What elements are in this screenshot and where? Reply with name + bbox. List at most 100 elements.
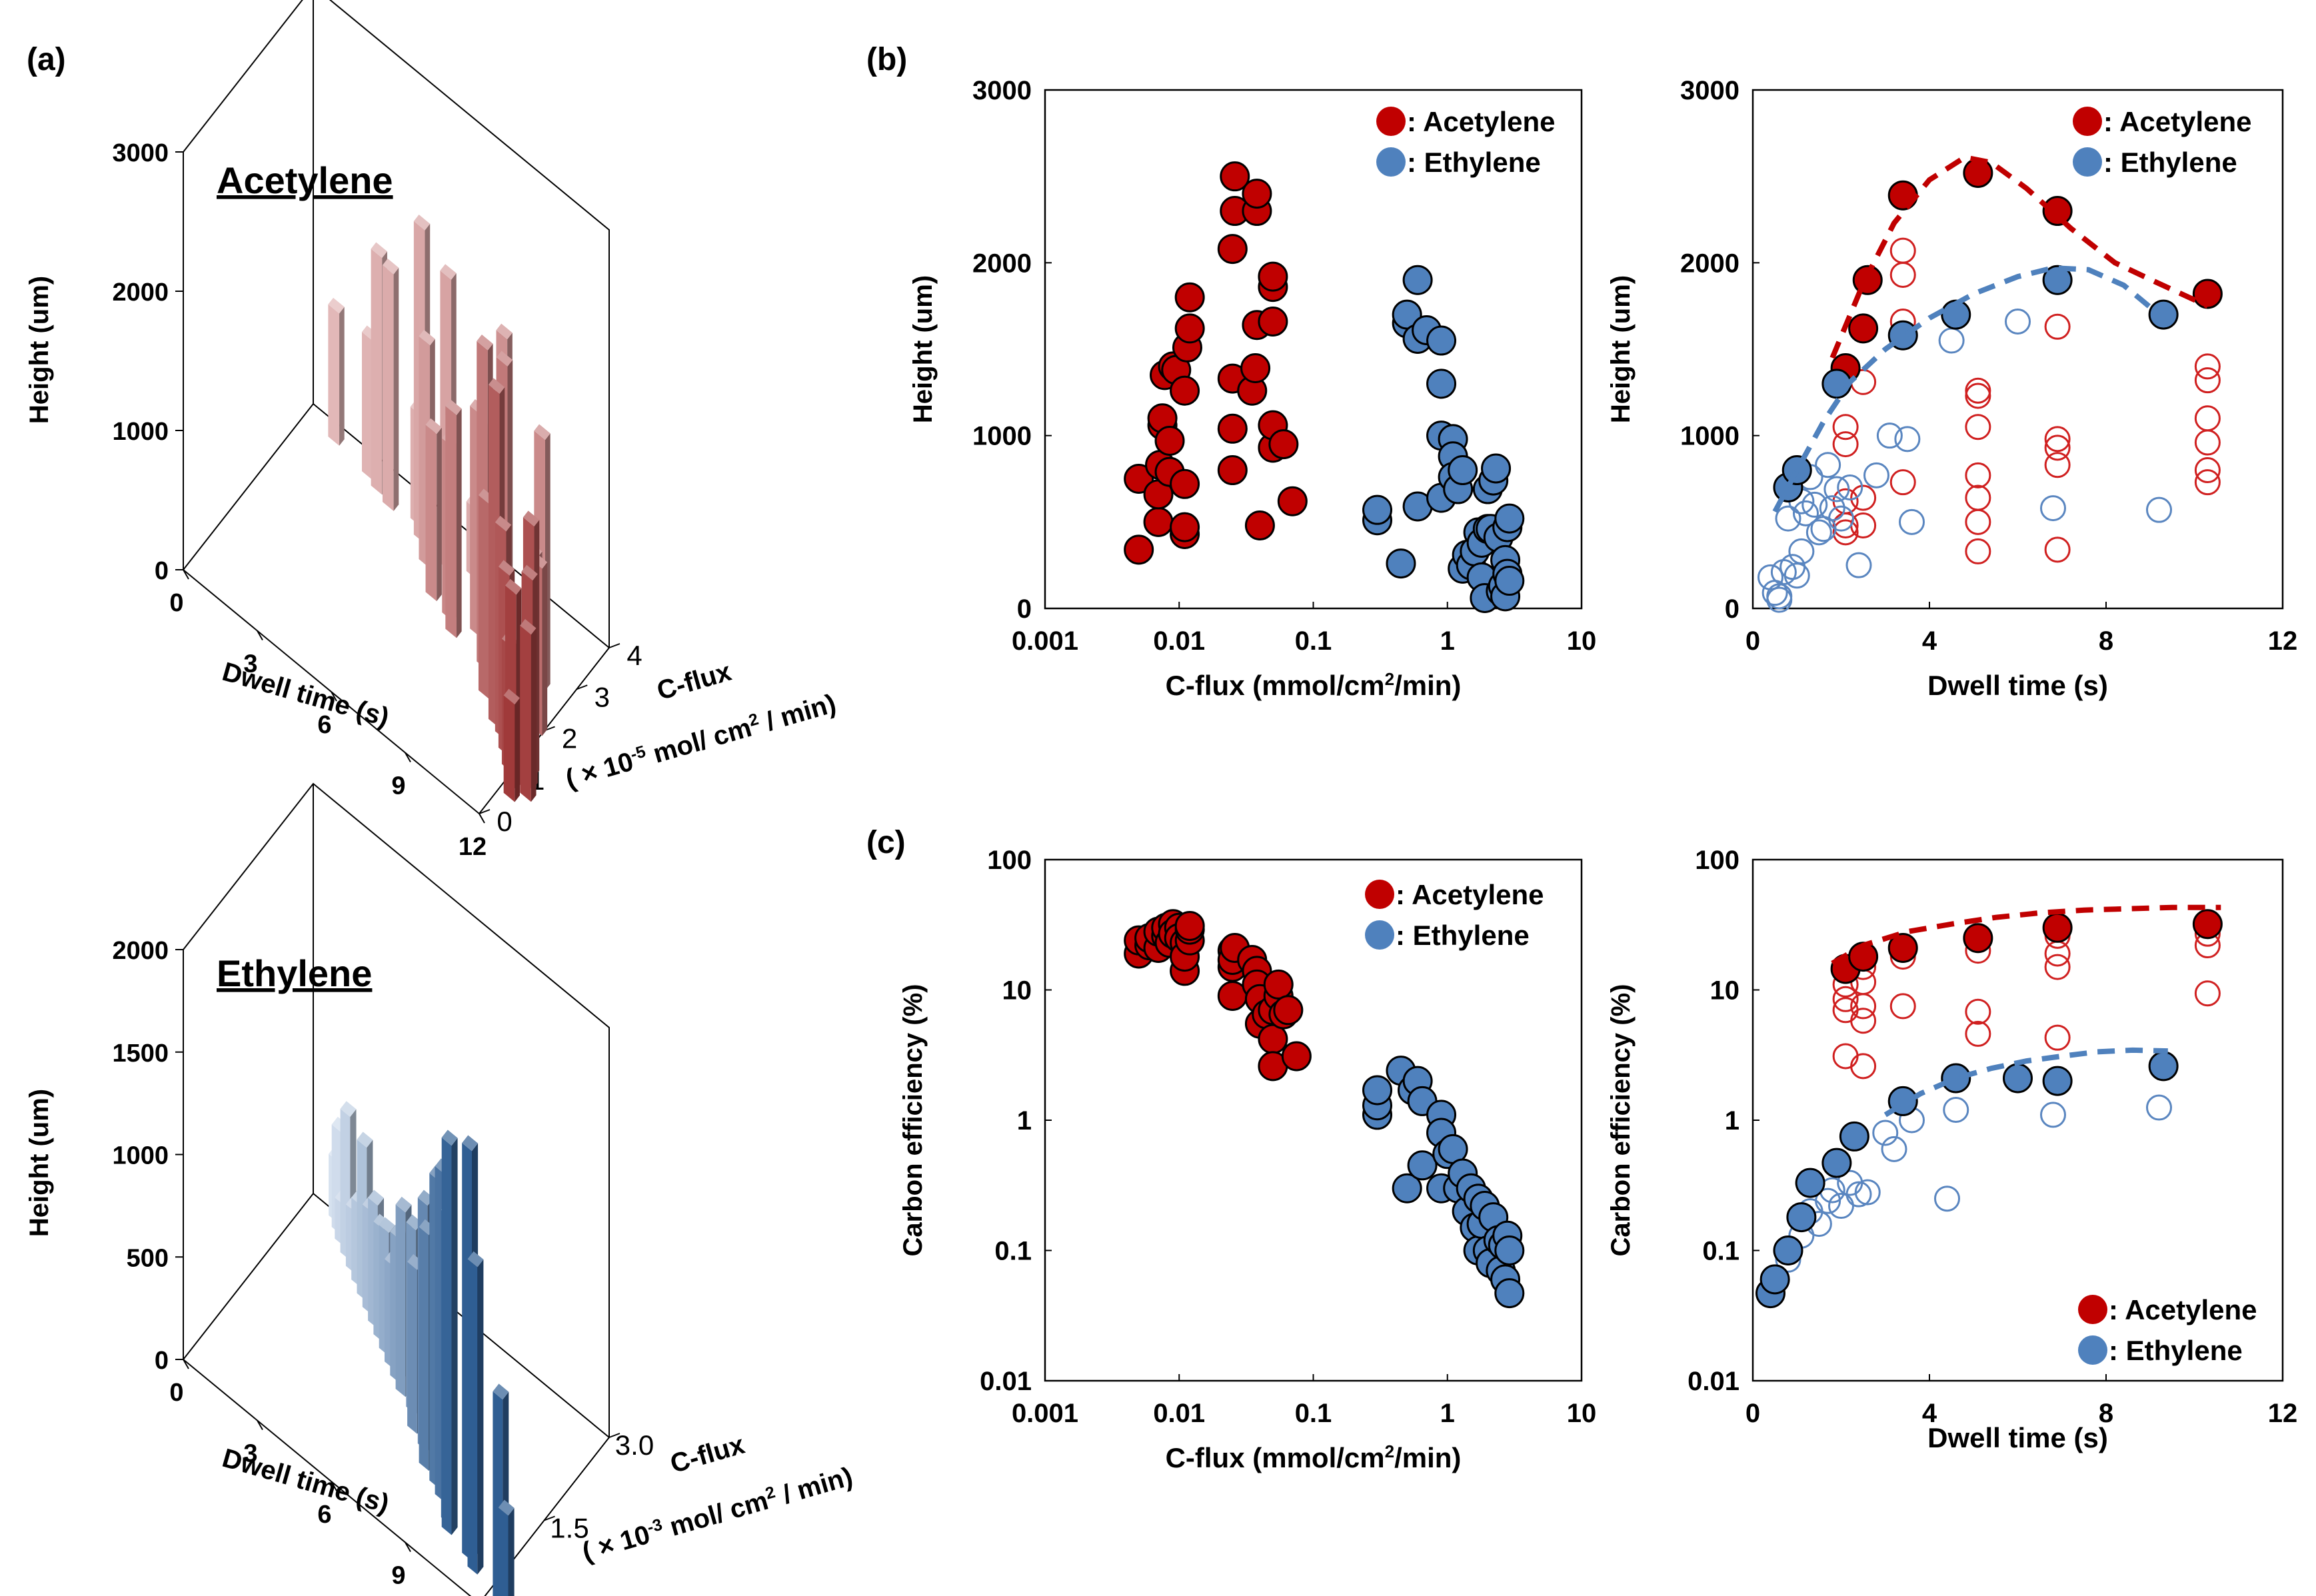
data-point-ethylene-max [2042,1066,2073,1096]
y-tick-label: 0 [1725,594,1739,624]
data-point-acetylene [2044,434,2071,461]
data-point-acetylene [1832,986,1859,1012]
y-tick-label: 0 [155,1347,169,1375]
bar-3d [441,1130,458,1535]
bar-side-face [531,628,537,802]
data-point-ethylene [1362,494,1393,525]
data-point-acetylene [1965,998,1991,1025]
x-tick-label: 0 [169,1379,183,1407]
data-point-ethylene [1392,1173,1422,1203]
data-point-ethylene-max [2148,299,2179,330]
data-point-ethylene [1402,265,1433,295]
bar-top-face [445,399,462,415]
x-tick-label: 3 [243,650,257,678]
bar-front-face [371,249,383,495]
data-point-acetylene-max [1887,933,1918,964]
z-tick-mark [479,809,491,814]
data-point-acetylene [1242,179,1272,209]
y-tick-label: 1000 [112,1142,169,1170]
data-point-ethylene [1845,1181,1872,1207]
y-tick-label: 3000 [112,139,169,167]
y-tick-label: 0 [155,557,169,585]
z-tick-label: 1.5 [550,1513,588,1544]
x-tick-mark [257,1420,263,1430]
z-tick-label: 3 [594,681,610,712]
panel-label-c: (c) [866,825,906,860]
data-point-acetylene [1965,538,1991,564]
legend-label-acetylene: : Acetylene [2103,106,2252,137]
data-point-ethylene [1481,453,1512,484]
legend-marker-acetylene [1365,880,1394,909]
data-point-ethylene [2040,1102,2066,1128]
data-point-acetylene [1281,1041,1312,1072]
x-axis-title: Dwell time (s) [1927,1422,2108,1453]
y-axis-title: Carbon efficiency (%) [898,984,928,1257]
legend-marker-ethylene [2073,147,2102,177]
z-tick-label: 4 [626,640,642,671]
data-point-ethylene-max [1786,1202,1817,1233]
data-point-acetylene [1832,997,1859,1024]
bar-top-face [382,259,399,275]
data-point-acetylene [2044,426,2071,452]
data-point-ethylene [1823,476,1850,502]
chart-c-efficiency-vs-dwell: 0 4 8 12 0.01 0.1 1 10 100 Dwell time (s) Carbon e… [1606,846,2297,1453]
data-point-ethylene [1407,1150,1438,1181]
data-point-ethylene [1757,564,1783,590]
bar-top-face [413,215,431,231]
bar-top-face [498,1499,515,1516]
bar-top-face [488,378,505,394]
data-point-ethylene [1872,1120,1899,1146]
data-point-ethylene [1494,503,1525,534]
data-point-acetylene [1263,969,1294,1000]
data-point-acetylene [1258,307,1288,337]
data-point-ethylene [1815,452,1841,478]
data-point-ethylene [1943,1097,1969,1124]
chart-b-height-vs-flux: 0.001 0.01 0.1 1 10 0 1000 2000 3000 C-flux (mmol… [908,76,1596,701]
data-point-ethylene [1854,1179,1881,1205]
data-point-acetylene [1965,484,1991,511]
data-point-ethylene [1837,474,1863,500]
y-tick-label: 2000 [972,249,1032,278]
bar-front-face [441,1138,452,1535]
chart-title: Ethylene [217,952,372,994]
bar-top-face [425,418,442,434]
data-point-ethylene-max [2042,265,2073,295]
x-tick-label: 12 [2268,626,2298,656]
y-tick-label: 1 [1017,1106,1032,1136]
data-point-ethylene [1899,508,1925,535]
data-point-acetylene [1170,512,1200,542]
bar-top-face [357,1132,373,1148]
data-point-ethylene [1938,327,1965,354]
data-point-acetylene [2044,313,2071,340]
bar-front-face [445,406,457,638]
bar-front-face [395,1204,406,1397]
data-point-acetylene [1268,429,1299,460]
data-point-ethylene [1426,369,1457,399]
x-tick-label: 1 [1440,626,1455,656]
data-point-acetylene [1889,237,1916,264]
data-point-acetylene [1217,413,1248,444]
bar-3d [520,618,537,802]
data-point-acetylene [2194,367,2221,394]
data-point-ethylene [1426,325,1457,356]
legend-marker-ethylene [1376,147,1406,177]
data-point-ethylene [1876,422,1903,449]
data-point-ethylene-max [1759,1264,1790,1295]
y-tick-label: 2000 [1680,249,1739,278]
y-tick-label: 1 [1725,1106,1739,1136]
data-point-acetylene-max [2042,912,2073,943]
x-tick-label: 12 [2268,1399,2298,1428]
data-point-acetylene-max [2192,909,2223,940]
fit-curve-blue [1772,265,2161,513]
bar-front-face [328,304,340,446]
bar-top-face [462,1135,479,1152]
x-tick-label: 0 [169,589,183,617]
chart-title: Acetylene [217,159,393,201]
y-tick-label: 1500 [112,1040,169,1068]
y-axis-title: Carbon efficiency (%) [1606,984,1636,1257]
data-point-acetylene [1124,534,1154,565]
bar-3d [445,399,462,638]
data-point-ethylene-max [1773,1235,1803,1265]
